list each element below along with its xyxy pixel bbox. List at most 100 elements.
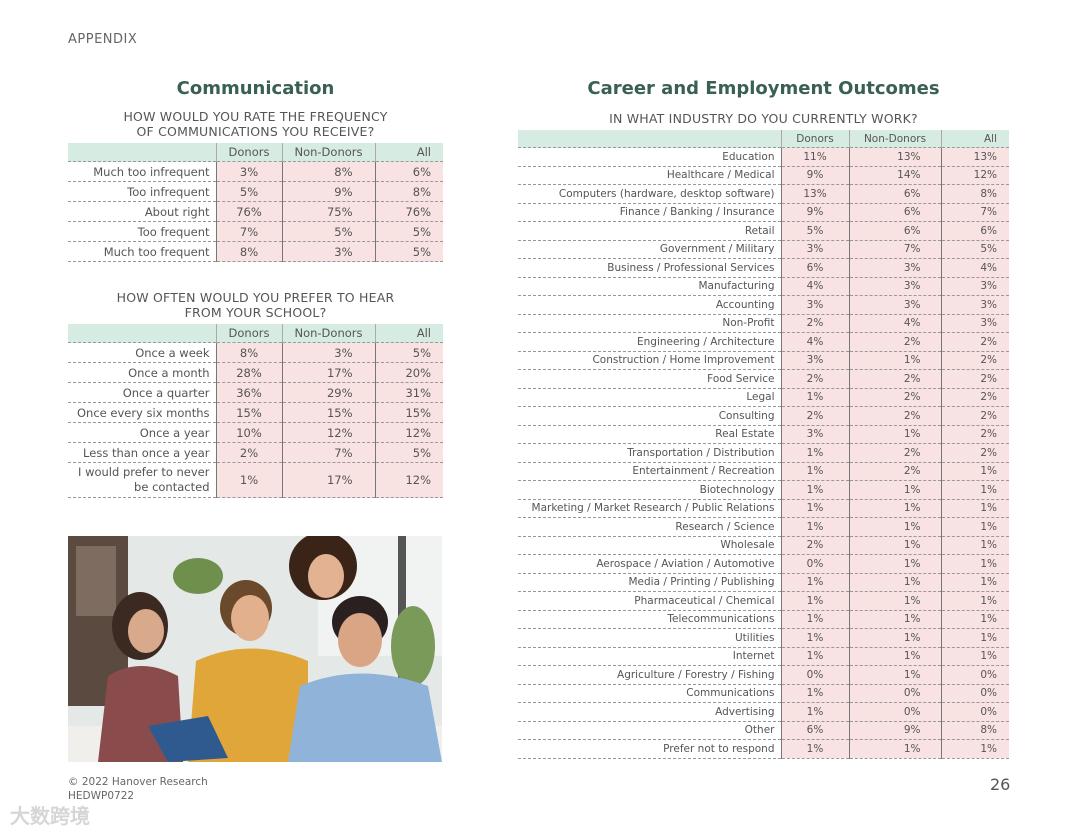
all-value: 1% <box>940 554 1009 573</box>
non-donors-value: 3% <box>848 295 941 314</box>
preferred-frequency-table: Donors Non-Donors All Once a week 8% 3% 5% O… <box>68 324 443 498</box>
table-row: Advertising 1% 0% 0% <box>518 702 1009 721</box>
table-row: Too frequent 7% 5% 5% <box>68 221 443 242</box>
table-row: Real Estate 3% 1% 2% <box>518 424 1009 444</box>
row-label: Manufacturing <box>518 276 781 296</box>
all-value: 0% <box>940 665 1009 684</box>
non-donors-value: 0% <box>848 702 941 721</box>
row-label: Once a year <box>68 422 216 443</box>
row-label: Consulting <box>518 406 781 425</box>
non-donors-value: 7% <box>281 442 375 463</box>
all-value: 1% <box>940 517 1009 536</box>
row-label: Healthcare / Medical <box>518 165 781 185</box>
watermark: 大数跨境 <box>10 804 90 828</box>
donors-value: 1% <box>780 702 849 721</box>
q2-question: HOW OFTEN WOULD YOU PREFER TO HEAR FROM … <box>68 290 443 320</box>
row-label: Marketing / Market Research / Public Rel… <box>518 498 781 518</box>
donors-value: 2% <box>215 442 282 463</box>
table-row: Government / Military 3% 7% 5% <box>518 239 1009 259</box>
non-donors-value: 6% <box>848 184 941 203</box>
students-photo-illustration <box>68 536 442 762</box>
row-label: Retail <box>518 221 781 240</box>
donors-value: 4% <box>780 276 849 296</box>
row-label: Non-Profit <box>518 313 781 333</box>
table-row: Pharmaceutical / Chemical 1% 1% 1% <box>518 591 1009 610</box>
all-value: 1% <box>940 572 1009 592</box>
table-row: Much too infrequent 3% 8% 6% <box>68 161 443 182</box>
table-row: Biotechnology 1% 1% 1% <box>518 480 1009 499</box>
q2-question-line1: HOW OFTEN WOULD YOU PREFER TO HEAR <box>116 290 395 305</box>
row-label: Construction / Home Improvement <box>518 350 781 370</box>
row-label: Engineering / Architecture <box>518 332 781 351</box>
donors-value: 13% <box>780 184 849 203</box>
row-label: Government / Military <box>518 239 781 259</box>
row-label: Less than once a year <box>68 442 216 463</box>
donors-value: 6% <box>780 720 849 740</box>
row-label: Internet <box>518 646 781 666</box>
all-value: 3% <box>940 313 1009 333</box>
column-header-all: All <box>374 324 443 343</box>
column-header-donors: Donors <box>215 143 282 162</box>
career-title: Career and Employment Outcomes <box>587 78 940 99</box>
industry-table: Donors Non-Donors All Education 11% 13% 13%… <box>518 130 1009 759</box>
non-donors-value: 7% <box>848 239 941 259</box>
donors-value: 5% <box>780 221 849 240</box>
non-donors-value: 1% <box>848 609 941 629</box>
donors-value: 1% <box>780 443 849 462</box>
q2-question-line2: FROM YOUR SCHOOL? <box>184 305 327 320</box>
row-label: About right <box>68 201 216 222</box>
row-label: Pharmaceutical / Chemical <box>518 591 781 610</box>
all-value: 5% <box>374 241 443 262</box>
table-row: Too infrequent 5% 9% 8% <box>68 181 443 202</box>
all-value: 1% <box>940 480 1009 499</box>
row-label: Wholesale <box>518 535 781 555</box>
non-donors-value: 2% <box>848 387 941 407</box>
donors-value: 5% <box>215 181 282 202</box>
table-row: Once a year 10% 12% 12% <box>68 422 443 443</box>
table-row: Once a week 8% 3% 5% <box>68 342 443 363</box>
table-row: Prefer not to respond 1% 1% 1% <box>518 739 1009 759</box>
donors-value: 1% <box>780 480 849 499</box>
table-row: Internet 1% 1% 1% <box>518 646 1009 666</box>
all-value: 2% <box>940 424 1009 444</box>
row-label: Telecommunications <box>518 609 781 629</box>
table-row: Food Service 2% 2% 2% <box>518 369 1009 388</box>
table-row: Business / Professional Services 6% 3% 4% <box>518 258 1009 277</box>
non-donors-value: 1% <box>848 424 941 444</box>
table-row: Once a quarter 36% 29% 31% <box>68 382 443 403</box>
non-donors-value: 1% <box>848 646 941 666</box>
all-value: 8% <box>374 181 443 202</box>
all-value: 4% <box>940 258 1009 277</box>
row-label: Aerospace / Aviation / Automotive <box>518 554 781 573</box>
all-value: 0% <box>940 702 1009 721</box>
all-value: 1% <box>940 591 1009 610</box>
row-label: Agriculture / Forestry / Fishing <box>518 665 781 684</box>
table-row: Entertainment / Recreation 1% 2% 1% <box>518 461 1009 481</box>
donors-value: 3% <box>780 239 849 259</box>
table-row: Aerospace / Aviation / Automotive 0% 1% 1% <box>518 554 1009 573</box>
donors-value: 7% <box>215 221 282 242</box>
non-donors-value: 17% <box>281 462 375 498</box>
all-value: 6% <box>374 161 443 182</box>
donors-value: 1% <box>780 387 849 407</box>
donors-value: 3% <box>780 295 849 314</box>
non-donors-value: 3% <box>281 241 375 262</box>
all-value: 7% <box>940 202 1009 222</box>
all-value: 8% <box>940 720 1009 740</box>
non-donors-value: 9% <box>281 181 375 202</box>
table-row: Communications 1% 0% 0% <box>518 683 1009 703</box>
row-label: Real Estate <box>518 424 781 444</box>
donors-value: 2% <box>780 535 849 555</box>
non-donors-value: 1% <box>848 498 941 518</box>
all-value: 2% <box>940 369 1009 388</box>
row-label: Much too infrequent <box>68 161 216 182</box>
table-row: Less than once a year 2% 7% 5% <box>68 442 443 463</box>
row-label: Food Service <box>518 369 781 388</box>
table-row: Once every six months 15% 15% 15% <box>68 402 443 423</box>
column-header-all: All <box>374 143 443 162</box>
non-donors-value: 3% <box>281 342 375 363</box>
non-donors-value: 15% <box>281 402 375 423</box>
non-donors-value: 2% <box>848 406 941 425</box>
column-header-donors: Donors <box>215 324 282 343</box>
non-donors-value: 29% <box>281 382 375 403</box>
